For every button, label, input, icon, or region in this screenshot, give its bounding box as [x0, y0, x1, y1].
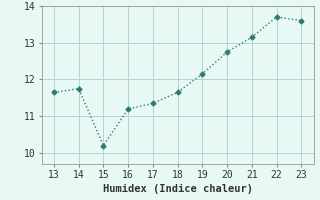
X-axis label: Humidex (Indice chaleur): Humidex (Indice chaleur) [103, 184, 252, 194]
